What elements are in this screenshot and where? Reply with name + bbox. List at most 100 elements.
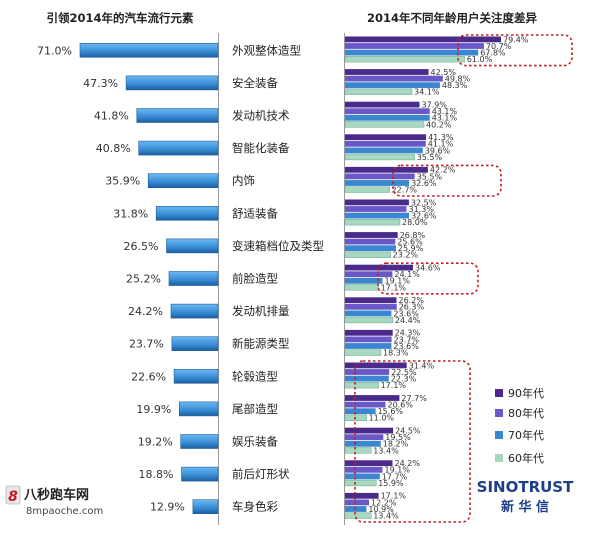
right-value-label-80s-12: 19.5%: [385, 433, 411, 442]
right-value-label-80s-7: 24.1%: [394, 270, 420, 279]
category-label-2: 发动机技术: [232, 109, 290, 123]
right-value-label-70s-7: 19.1%: [385, 277, 411, 286]
category-label-12: 娱乐装备: [232, 435, 278, 449]
right-value-label-60s-9: 18.3%: [383, 349, 409, 358]
right-value-label-70s-12: 18.2%: [383, 440, 409, 449]
right-bar-80s-9: [345, 336, 392, 343]
right-bar-80s-13: [345, 466, 383, 473]
right-value-label-60s-12: 13.4%: [373, 446, 399, 455]
left-bar-9: [171, 336, 219, 352]
left-bar-0: [79, 42, 219, 58]
right-bar-90s-9: [345, 329, 393, 336]
right-value-label-70s-11: 15.6%: [378, 407, 404, 416]
right-bar-80s-12: [345, 434, 384, 441]
right-value-label-80s-10: 22.5%: [391, 368, 417, 377]
left-value-label-6: 26.5%: [124, 240, 159, 253]
left-bar-12: [180, 434, 219, 449]
right-bar-90s-1: [345, 69, 429, 75]
left-chart-bars: [79, 42, 219, 515]
right-bar-60s-6: [344, 251, 391, 258]
legend: 90年代 80年代 70年代 60年代: [495, 386, 544, 465]
category-label-14: 车身色彩: [232, 500, 278, 514]
right-value-label-70s-3: 39.6%: [425, 146, 451, 155]
category-label-4: 内饰: [232, 174, 255, 188]
right-value-label-80s-2: 43.1%: [432, 107, 458, 116]
left-value-label-3: 40.8%: [96, 142, 131, 155]
right-bar-70s-5: [345, 212, 410, 219]
right-bar-80s-1: [345, 75, 443, 82]
right-value-label-80s-3: 41.1%: [428, 140, 454, 149]
category-label-0: 外观整体造型: [232, 43, 301, 57]
right-value-label-70s-2: 43.1%: [432, 114, 458, 123]
right-bar-70s-7: [345, 277, 383, 284]
right-bar-90s-3: [345, 134, 427, 141]
right-bar-80s-7: [345, 271, 393, 278]
legend-label-80s: 80年代: [508, 406, 544, 420]
right-value-label-70s-8: 23.6%: [393, 309, 419, 318]
left-value-label-0: 71.0%: [37, 44, 72, 57]
right-value-label-80s-4: 35.5%: [417, 172, 443, 181]
category-label-8: 发动机排量: [232, 304, 290, 318]
left-bar-2: [136, 108, 219, 123]
right-bar-60s-13: [344, 479, 377, 487]
right-bar-80s-8: [345, 303, 397, 310]
right-bar-80s-5: [345, 206, 407, 212]
legend-swatch-70s: [495, 431, 503, 439]
right-value-label-80s-6: 25.6%: [397, 238, 423, 247]
right-bar-90s-4: [345, 166, 428, 173]
left-bar-8: [170, 303, 219, 319]
right-value-label-70s-0: 67.8%: [480, 49, 506, 58]
brand-subtitle: 新 华 信: [501, 499, 549, 515]
right-value-label-80s-9: 23.7%: [394, 335, 420, 344]
legend-swatch-90s: [495, 389, 503, 397]
right-value-label-60s-0: 61.0%: [467, 55, 493, 64]
site-watermark: 8 八秒跑车网 8mpaoche.com: [5, 485, 103, 517]
right-bar-90s-11: [345, 395, 400, 401]
legend-label-70s: 70年代: [508, 428, 544, 442]
right-bar-80s-14: [345, 499, 369, 506]
left-value-label-10: 22.6%: [131, 370, 166, 383]
right-bar-70s-13: [345, 473, 380, 480]
right-value-label-90s-11: 27.7%: [401, 394, 427, 403]
left-bar-4: [147, 173, 219, 188]
right-value-label-60s-5: 28.0%: [402, 218, 428, 227]
right-value-label-80s-8: 26.3%: [399, 303, 425, 312]
right-value-label-70s-6: 25.9%: [398, 244, 424, 253]
right-bar-60s-9: [344, 349, 382, 356]
right-value-label-60s-14: 13.4%: [373, 512, 399, 521]
left-value-label-9: 23.7%: [129, 338, 164, 351]
right-value-label-70s-4: 32.6%: [411, 179, 437, 188]
right-bar-60s-10: [344, 382, 379, 389]
category-label-3: 智能化装备: [232, 141, 290, 155]
right-bar-60s-4: [344, 186, 390, 193]
right-bar-60s-3: [344, 153, 415, 161]
right-value-label-60s-6: 23.2%: [393, 251, 419, 260]
highlight-box-exterior: [457, 34, 573, 67]
right-bar-60s-12: [344, 447, 372, 454]
right-bar-70s-11: [345, 408, 376, 415]
right-value-label-90s-12: 24.5%: [395, 427, 421, 436]
category-label-10: 轮毂造型: [232, 369, 278, 383]
left-value-label-4: 35.9%: [105, 175, 140, 188]
right-bar-90s-8: [345, 297, 397, 304]
category-label-9: 新能源类型: [232, 337, 290, 351]
left-bar-6: [166, 238, 219, 254]
right-bar-90s-5: [345, 199, 409, 206]
right-value-label-80s-11: 20.6%: [388, 401, 414, 410]
right-bar-90s-10: [345, 362, 407, 369]
right-bar-80s-10: [345, 369, 390, 375]
right-bar-80s-4: [345, 173, 415, 180]
right-value-label-90s-9: 24.3%: [395, 329, 421, 338]
left-bar-14: [192, 499, 219, 515]
right-value-label-60s-11: 11.0%: [369, 414, 395, 423]
right-value-label-90s-2: 37.9%: [422, 101, 448, 110]
category-label-7: 前脸造型: [232, 272, 278, 286]
right-bar-90s-12: [345, 427, 394, 434]
right-value-label-80s-0: 70.7%: [486, 42, 512, 51]
right-bar-60s-0: [344, 56, 466, 63]
left-value-label-8: 24.2%: [128, 305, 163, 318]
left-bar-1: [125, 75, 219, 91]
left-value-label-12: 19.2%: [138, 436, 173, 449]
category-label-1: 安全装备: [232, 76, 278, 90]
right-value-label-90s-14: 17.1%: [381, 492, 407, 501]
